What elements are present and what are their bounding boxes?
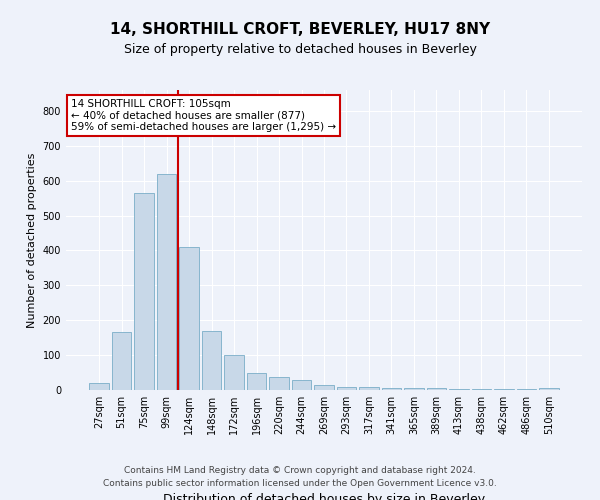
Bar	[89, 383, 109, 390]
Bar	[179, 247, 199, 390]
Text: Contains HM Land Registry data © Crown copyright and database right 2024.
Contai: Contains HM Land Registry data © Crown c…	[103, 466, 497, 487]
Bar	[292, 380, 311, 390]
Text: 14, SHORTHILL CROFT, BEVERLEY, HU17 8NY: 14, SHORTHILL CROFT, BEVERLEY, HU17 8NY	[110, 22, 490, 38]
Bar	[314, 385, 334, 390]
Bar	[359, 387, 379, 390]
Bar	[202, 330, 221, 390]
Bar	[157, 174, 176, 390]
Bar	[404, 388, 424, 390]
Bar	[449, 388, 469, 390]
Bar	[112, 332, 131, 390]
X-axis label: Distribution of detached houses by size in Beverley: Distribution of detached houses by size …	[163, 492, 485, 500]
Bar	[247, 372, 266, 390]
Bar	[134, 193, 154, 390]
Bar	[269, 377, 289, 390]
Bar	[427, 388, 446, 390]
Bar	[472, 389, 491, 390]
Y-axis label: Number of detached properties: Number of detached properties	[27, 152, 37, 328]
Bar	[337, 386, 356, 390]
Bar	[382, 388, 401, 390]
Text: 14 SHORTHILL CROFT: 105sqm
← 40% of detached houses are smaller (877)
59% of sem: 14 SHORTHILL CROFT: 105sqm ← 40% of deta…	[71, 99, 336, 132]
Bar	[539, 388, 559, 390]
Text: Size of property relative to detached houses in Beverley: Size of property relative to detached ho…	[124, 42, 476, 56]
Bar	[224, 355, 244, 390]
